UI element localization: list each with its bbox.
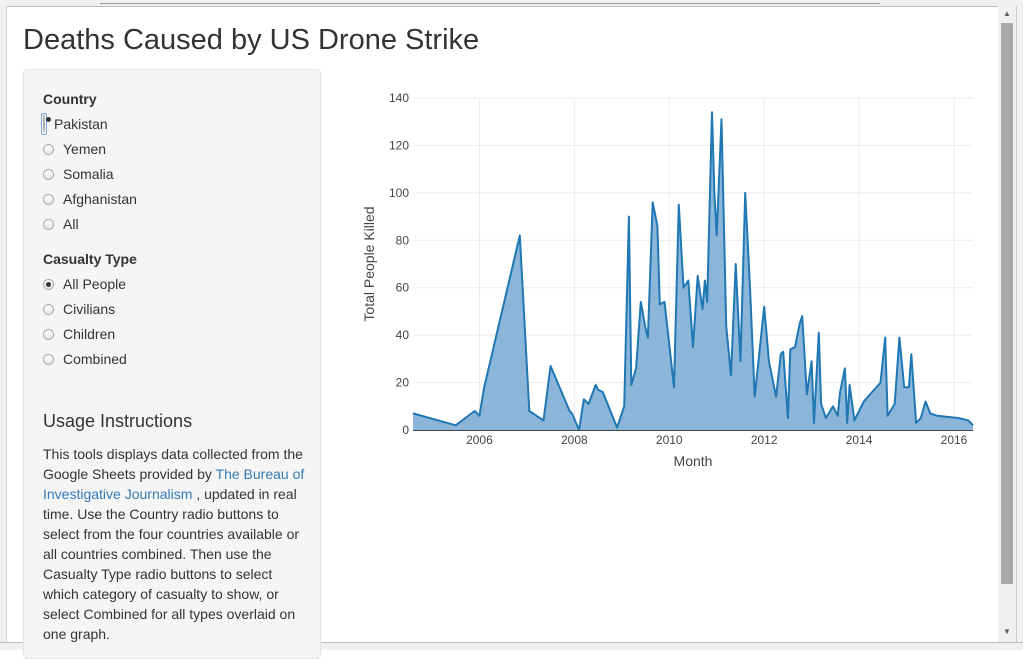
window-bottom-frame [0,642,1023,650]
browser-tab-edge [100,0,880,4]
radio-button-icon[interactable] [43,278,54,290]
radio-focus-ring [41,113,47,135]
scroll-down-arrow-icon[interactable]: ▼ [1003,627,1011,636]
radio-label: Somalia [63,166,114,182]
usage-instructions-text: This tools displays data collected from … [43,444,305,644]
radio-country-pakistan[interactable]: Pakistan [41,113,108,135]
x-tick-label: 2014 [846,433,873,447]
radio-label: All People [63,276,127,292]
scroll-up-arrow-icon[interactable]: ▲ [1003,9,1011,18]
radio-country-all[interactable]: All [43,214,79,234]
deaths-series-line [412,111,974,431]
radio-button-icon[interactable] [43,143,54,155]
radio-country-afghanistan[interactable]: Afghanistan [43,189,137,209]
radio-country-yemen[interactable]: Yemen [43,139,106,159]
country-group-label: Country [43,91,97,107]
radio-casualty-combined[interactable]: Combined [43,349,127,369]
radio-casualty-civilians[interactable]: Civilians [43,299,115,319]
radio-label: Yemen [63,141,107,157]
x-tick-label: 2016 [941,433,968,447]
y-tick-label: 80 [396,233,410,247]
radio-button-icon[interactable] [43,353,54,365]
scrollbar-thumb[interactable] [1001,23,1013,584]
casualty-group-label: Casualty Type [43,251,137,267]
deaths-area-chart[interactable]: 0 20 40 60 80 100 120 140 2006 2008 2010 2012 2014 20… [355,80,985,480]
radio-button-icon[interactable] [43,168,54,180]
radio-label: Civilians [63,301,116,317]
y-axis-label: Total People Killed [361,206,377,321]
page-title: Deaths Caused by US Drone Strike [23,24,480,56]
radio-casualty-all-people[interactable]: All People [43,274,126,294]
radio-button-icon[interactable] [43,328,54,340]
radio-button-icon[interactable] [43,114,45,133]
radio-country-somalia[interactable]: Somalia [43,164,114,184]
window-left-frame [0,6,7,649]
bureau-journalism-link[interactable]: The Bureau of Investigative Journalism [43,466,305,502]
y-tick-label: 60 [396,281,410,295]
y-tick-label: 120 [389,138,409,152]
deaths-area-fill [413,112,973,430]
y-tick-label: 0 [402,423,409,437]
usage-text-part: , updated in real time. Use the Country … [43,486,300,642]
radio-label: Children [63,326,116,342]
x-axis-label: Month [674,453,713,469]
x-tick-label: 2008 [561,433,588,447]
chart-ticks: 0 20 40 60 80 100 120 140 2006 2008 2010 2012 2014 20… [389,91,968,447]
chart-grid [413,97,973,430]
y-tick-label: 20 [396,376,410,390]
x-tick-label: 2006 [466,433,493,447]
y-tick-label: 40 [396,328,410,342]
vertical-scrollbar[interactable]: ▲ ▼ [998,6,1016,642]
sidebar-panel: Country Pakistan Yemen Somalia Afghanist… [23,69,321,659]
radio-casualty-children[interactable]: Children [43,324,115,344]
radio-button-icon[interactable] [43,303,54,315]
radio-label: Combined [63,351,127,367]
x-tick-label: 2012 [751,433,778,447]
y-tick-label: 140 [389,91,409,105]
radio-label: Afghanistan [63,191,137,207]
radio-button-icon[interactable] [43,218,54,230]
usage-text-part: This tools displays data collected from … [43,446,303,482]
x-tick-label: 2010 [656,433,683,447]
window-top-frame [0,0,1023,7]
radio-label: All [63,216,79,232]
radio-label: Pakistan [54,116,108,132]
radio-button-icon[interactable] [43,193,54,205]
window-right-frame [1016,6,1023,649]
usage-instructions-title: Usage Instructions [43,411,193,431]
y-tick-label: 100 [389,186,409,200]
